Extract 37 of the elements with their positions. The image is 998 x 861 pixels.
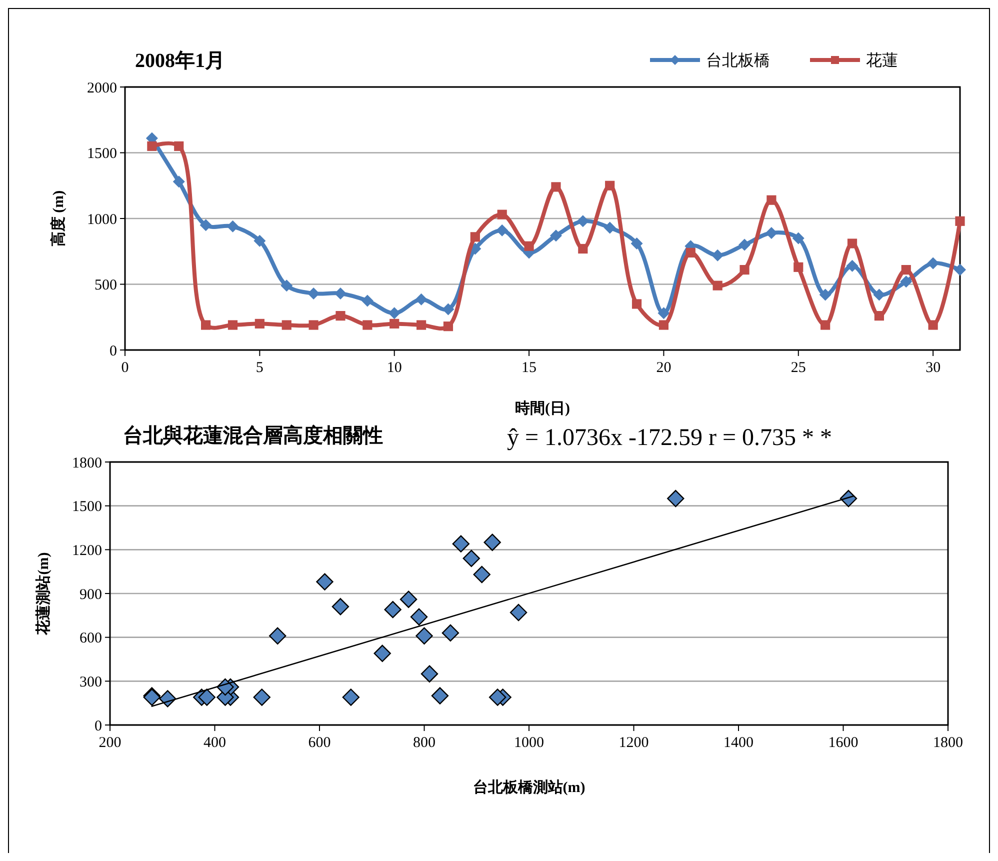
y-tick-label: 900 — [80, 586, 102, 603]
x-tick-label: 1400 — [724, 735, 754, 751]
x-tick-label: 20 — [656, 360, 672, 376]
x-tick-label: 0 — [121, 360, 129, 376]
x-tick-label: 15 — [522, 360, 537, 376]
x-tick-label: 1600 — [828, 735, 858, 751]
x-tick-label: 30 — [926, 360, 941, 376]
x-tick-label: 800 — [413, 735, 436, 751]
x-tick-label: 600 — [308, 735, 331, 751]
y-tick-label: 1000 — [87, 212, 117, 228]
y-tick-label: 500 — [94, 278, 117, 294]
y-tick-label: 1800 — [72, 455, 102, 472]
x-tick-label: 5 — [256, 360, 264, 376]
y-tick-label: 1500 — [87, 146, 117, 162]
legend-label: 花蓮 — [866, 52, 898, 70]
y-tick-label: 0 — [110, 343, 117, 360]
y-tick-label: 2000 — [87, 80, 117, 96]
x-tick-label: 400 — [204, 735, 226, 751]
y-tick-label: 1200 — [72, 542, 102, 559]
y-tick-label: 0 — [94, 718, 102, 734]
chart-title: 2008年1月 — [135, 50, 225, 72]
x-axis-title: 台北板橋測站(m) — [472, 779, 586, 796]
y-tick-label: 1500 — [72, 499, 102, 516]
y-tick-label: 300 — [80, 674, 102, 690]
x-tick-label: 1800 — [933, 735, 963, 751]
x-tick-label: 1000 — [514, 735, 544, 751]
x-tick-label: 10 — [386, 360, 402, 376]
chart-title: 台北與花蓮混合層高度相關性 — [123, 424, 383, 447]
y-tick-label: 600 — [80, 630, 102, 647]
x-axis-title: 時間(日) — [515, 400, 570, 417]
x-tick-label: 1200 — [618, 735, 649, 751]
legend-label: 台北板橋 — [706, 52, 770, 70]
text: ŷ = 1.0736x -172.59 r = 0.735 * * — [507, 425, 832, 451]
x-tick-label: 25 — [790, 360, 806, 376]
y-axis-title: 花蓮測站(m) — [35, 552, 52, 636]
x-tick-label: 200 — [98, 735, 122, 751]
y-axis-title: 高度 (m) — [49, 190, 67, 247]
